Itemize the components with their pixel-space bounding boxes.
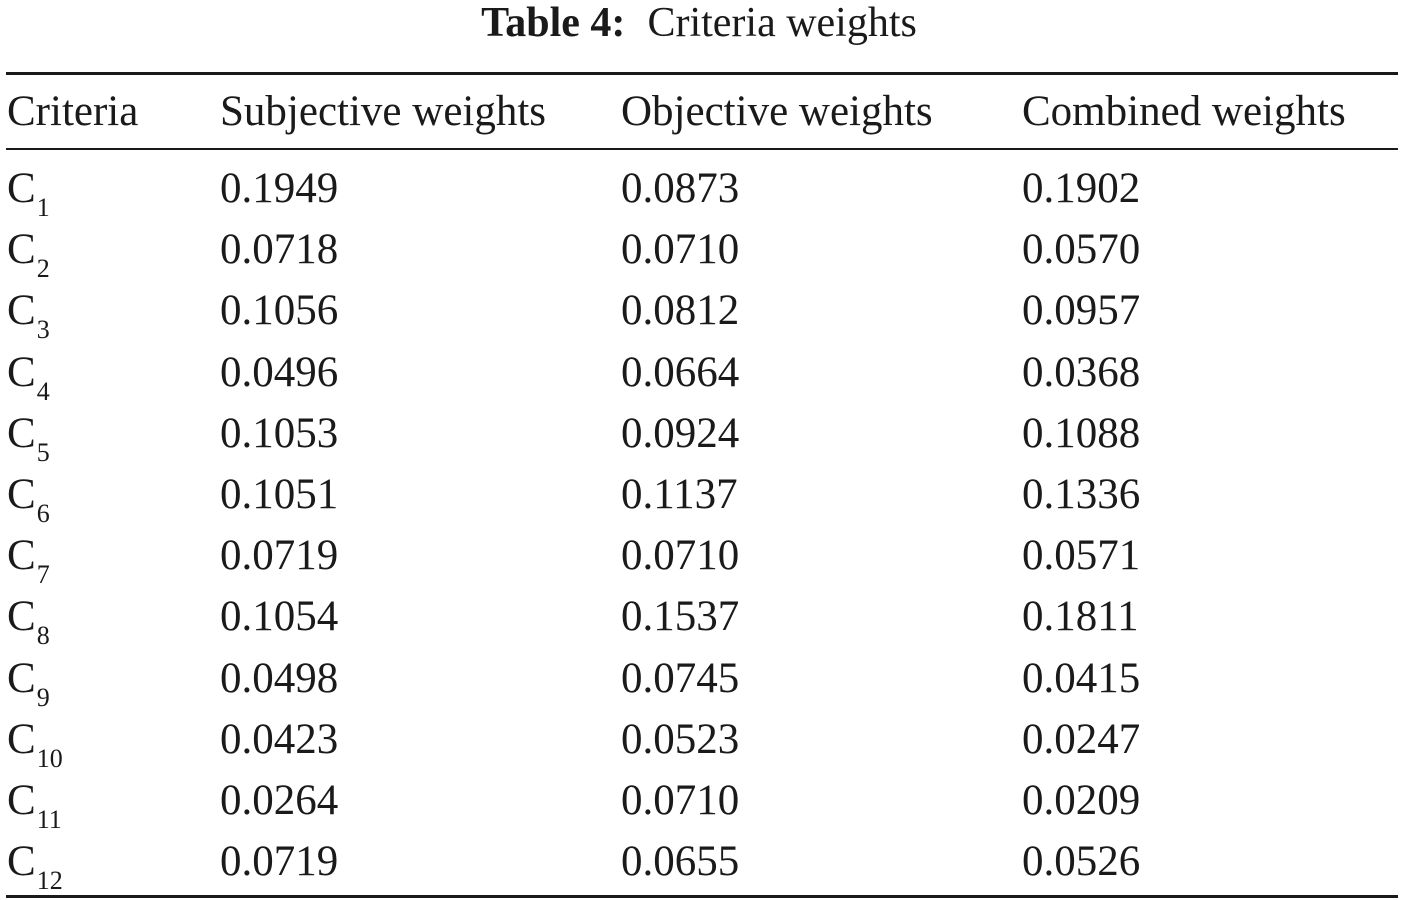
- cell-objective-weight: 0.0710: [621, 532, 740, 580]
- table-caption: Table 4: Criteria weights: [0, 0, 1398, 50]
- criterion-letter: C: [7, 715, 36, 763]
- criterion-subscript: 3: [36, 315, 50, 345]
- criterion-letter: C: [7, 348, 36, 396]
- table-row: C10 0.0423 0.0523 0.0247: [0, 709, 1398, 773]
- cell-criterion: C8: [7, 586, 50, 652]
- cell-combined-weight: 0.0571: [1022, 532, 1141, 580]
- cell-subjective-weight: 0.1053: [220, 409, 339, 457]
- cell-subjective-weight: 0.0423: [220, 715, 339, 763]
- cell-combined-weight: 0.0570: [1022, 226, 1141, 274]
- cell-combined-weight: 0.0415: [1022, 654, 1141, 702]
- criterion-subscript: 10: [36, 743, 63, 773]
- cell-combined-weight: 0.1088: [1022, 409, 1141, 457]
- cell-criterion: C12: [7, 831, 63, 897]
- table-header-row: Criteria Subjective weights Objective we…: [0, 81, 1398, 143]
- criterion-letter: C: [7, 226, 36, 274]
- cell-subjective-weight: 0.0719: [220, 532, 339, 580]
- cell-criterion: C9: [7, 648, 50, 714]
- table-row: C11 0.0264 0.0710 0.0209: [0, 770, 1398, 834]
- criterion-subscript: 2: [36, 254, 50, 284]
- cell-subjective-weight: 0.0496: [220, 348, 339, 396]
- criterion-subscript: 11: [36, 805, 62, 834]
- top-rule: [6, 72, 1398, 75]
- cell-criterion: C6: [7, 464, 50, 530]
- cell-subjective-weight: 0.0264: [220, 777, 339, 824]
- cell-subjective-weight: 0.1051: [220, 471, 339, 518]
- cell-objective-weight: 0.0523: [621, 715, 740, 763]
- criterion-subscript: 7: [36, 560, 50, 590]
- header-rule: [6, 148, 1398, 150]
- table-row: C12 0.0719 0.0655 0.0526: [0, 831, 1398, 895]
- column-header-objective-weights: Objective weights: [621, 88, 933, 135]
- criterion-letter: C: [7, 593, 36, 641]
- cell-subjective-weight: 0.0719: [220, 838, 339, 886]
- cell-objective-weight: 0.0873: [621, 165, 740, 212]
- cell-criterion: C5: [7, 403, 50, 469]
- cell-combined-weight: 0.1811: [1022, 593, 1139, 641]
- cell-combined-weight: 0.0526: [1022, 838, 1141, 886]
- criterion-letter: C: [7, 471, 36, 518]
- cell-criterion: C3: [7, 280, 50, 346]
- table-caption-text: Criteria weights: [647, 0, 917, 46]
- cell-criterion: C10: [7, 709, 63, 775]
- table-row: C7 0.0719 0.0710 0.0571: [0, 525, 1398, 589]
- cell-subjective-weight: 0.0498: [220, 654, 339, 702]
- bottom-rule: [6, 895, 1398, 898]
- criterion-letter: C: [7, 777, 36, 824]
- cell-objective-weight: 0.0745: [621, 654, 740, 702]
- cell-objective-weight: 0.0655: [621, 838, 740, 886]
- criterion-letter: C: [7, 532, 36, 580]
- criterion-subscript: 9: [36, 682, 50, 712]
- cell-combined-weight: 0.0209: [1022, 777, 1141, 824]
- cell-subjective-weight: 0.1949: [220, 165, 339, 212]
- cell-criterion: C2: [7, 219, 50, 285]
- column-header-criteria: Criteria: [7, 88, 139, 135]
- table-row: C2 0.0718 0.0710 0.0570: [0, 219, 1398, 283]
- cell-criterion: C7: [7, 525, 50, 591]
- cell-criterion: C4: [7, 342, 50, 408]
- criterion-subscript: 1: [36, 193, 50, 222]
- table-row: C3 0.1056 0.0812 0.0957: [0, 280, 1398, 344]
- cell-objective-weight: 0.0812: [621, 287, 740, 335]
- cell-combined-weight: 0.1902: [1022, 165, 1141, 212]
- cell-subjective-weight: 0.1056: [220, 287, 339, 335]
- cell-combined-weight: 0.1336: [1022, 471, 1141, 518]
- cell-objective-weight: 0.1137: [621, 471, 738, 518]
- table-row: C6 0.1051 0.1137 0.1336: [0, 464, 1398, 528]
- column-header-subjective-weights: Subjective weights: [220, 88, 547, 135]
- cell-objective-weight: 0.0710: [621, 777, 740, 824]
- column-header-combined-weights: Combined weights: [1022, 88, 1346, 135]
- criterion-subscript: 12: [36, 866, 63, 896]
- cell-objective-weight: 0.0710: [621, 226, 740, 274]
- cell-subjective-weight: 0.0718: [220, 226, 339, 274]
- cell-criterion: C1: [7, 158, 50, 224]
- table-row: C8 0.1054 0.1537 0.1811: [0, 586, 1398, 650]
- cell-objective-weight: 0.0664: [621, 348, 740, 396]
- cell-objective-weight: 0.0924: [621, 409, 740, 457]
- criterion-subscript: 5: [36, 437, 50, 467]
- table-caption-label: Table 4:: [481, 0, 626, 46]
- table-row: C9 0.0498 0.0745 0.0415: [0, 648, 1398, 712]
- criterion-subscript: 8: [36, 621, 50, 651]
- criterion-subscript: 6: [36, 499, 50, 528]
- table-row: C1 0.1949 0.0873 0.1902: [0, 158, 1398, 222]
- criterion-letter: C: [7, 838, 36, 886]
- table-row: C5 0.1053 0.0924 0.1088: [0, 403, 1398, 467]
- cell-objective-weight: 0.1537: [621, 593, 740, 641]
- cell-combined-weight: 0.0368: [1022, 348, 1141, 396]
- cell-combined-weight: 0.0957: [1022, 287, 1141, 335]
- table-row: C4 0.0496 0.0664 0.0368: [0, 342, 1398, 406]
- cell-combined-weight: 0.0247: [1022, 715, 1141, 763]
- criterion-letter: C: [7, 409, 36, 457]
- criterion-letter: C: [7, 165, 36, 212]
- criterion-letter: C: [7, 654, 36, 702]
- cell-criterion: C11: [7, 770, 62, 836]
- criterion-letter: C: [7, 287, 36, 335]
- criterion-subscript: 4: [36, 376, 50, 406]
- cell-subjective-weight: 0.1054: [220, 593, 339, 641]
